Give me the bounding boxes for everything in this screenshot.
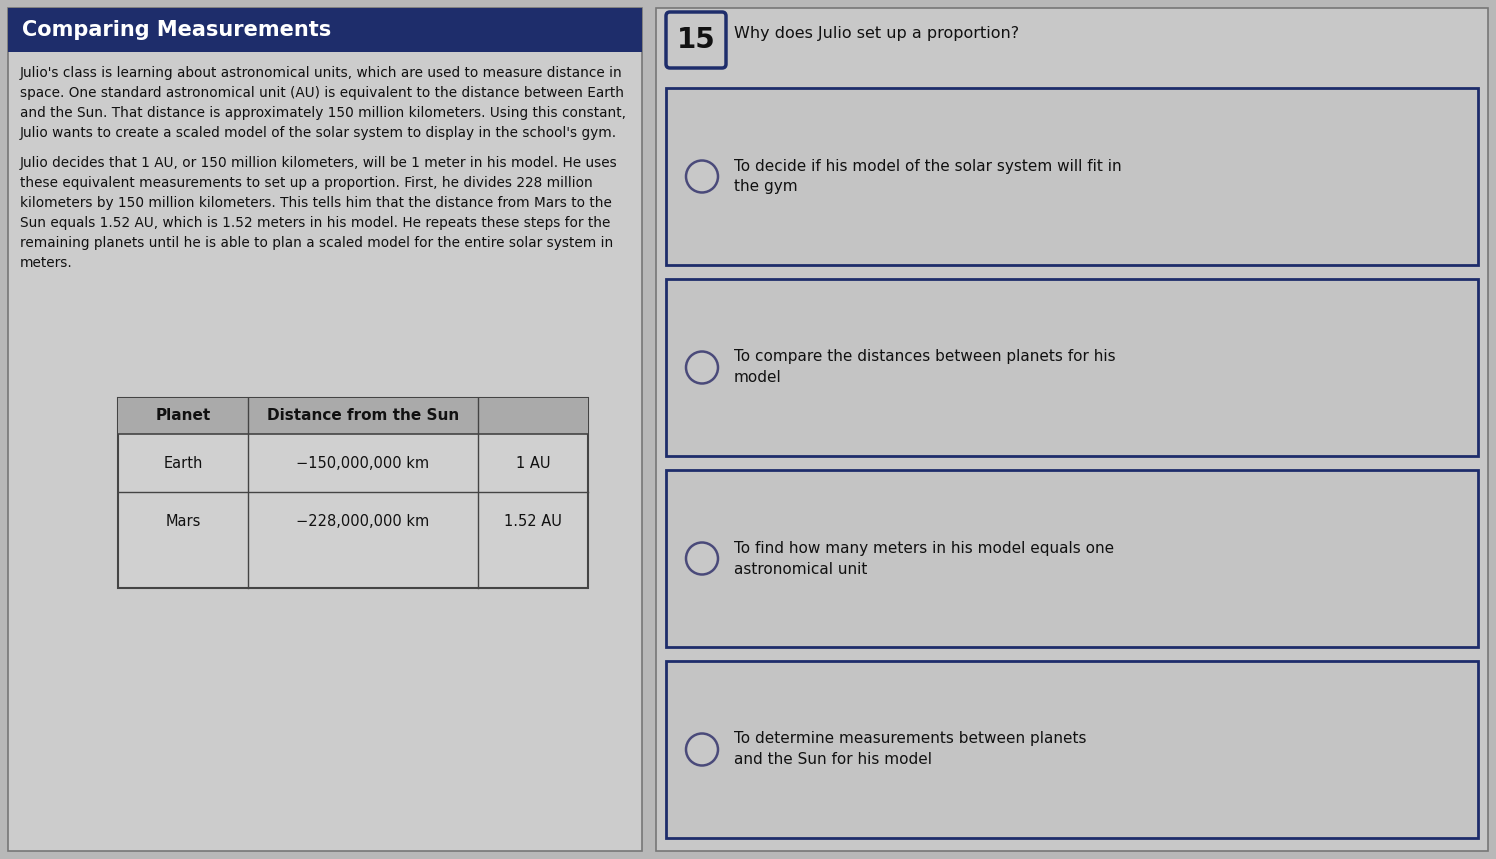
Text: To decide if his model of the solar system will fit in
the gym: To decide if his model of the solar syst… <box>735 159 1122 194</box>
Text: To determine measurements between planets
and the Sun for his model: To determine measurements between planet… <box>735 732 1086 767</box>
Text: Earth: Earth <box>163 455 202 471</box>
Text: −228,000,000 km: −228,000,000 km <box>296 514 429 528</box>
FancyBboxPatch shape <box>666 88 1478 265</box>
FancyBboxPatch shape <box>118 398 588 588</box>
FancyBboxPatch shape <box>7 8 642 52</box>
FancyBboxPatch shape <box>666 661 1478 838</box>
Text: Julio's class is learning about astronomical units, which are used to measure di: Julio's class is learning about astronom… <box>19 66 625 140</box>
Text: Julio decides that 1 AU, or 150 million kilometers, will be 1 meter in his model: Julio decides that 1 AU, or 150 million … <box>19 156 618 271</box>
Text: 1 AU: 1 AU <box>516 455 551 471</box>
Circle shape <box>687 734 718 765</box>
Text: Comparing Measurements: Comparing Measurements <box>22 20 331 40</box>
FancyBboxPatch shape <box>666 12 726 68</box>
Text: 15: 15 <box>676 26 715 54</box>
FancyBboxPatch shape <box>657 8 1489 851</box>
Text: 1.52 AU: 1.52 AU <box>504 514 562 528</box>
FancyBboxPatch shape <box>666 470 1478 647</box>
Text: Why does Julio set up a proportion?: Why does Julio set up a proportion? <box>735 26 1019 41</box>
FancyBboxPatch shape <box>118 398 588 434</box>
Text: Distance from the Sun: Distance from the Sun <box>266 409 459 423</box>
Text: −150,000,000 km: −150,000,000 km <box>296 455 429 471</box>
Text: To compare the distances between planets for his
model: To compare the distances between planets… <box>735 350 1116 386</box>
Text: To find how many meters in his model equals one
astronomical unit: To find how many meters in his model equ… <box>735 540 1115 576</box>
Text: Planet: Planet <box>156 409 211 423</box>
FancyBboxPatch shape <box>666 279 1478 456</box>
Circle shape <box>687 351 718 383</box>
Circle shape <box>687 161 718 192</box>
Circle shape <box>687 543 718 575</box>
FancyBboxPatch shape <box>7 8 642 851</box>
Text: Mars: Mars <box>166 514 200 528</box>
